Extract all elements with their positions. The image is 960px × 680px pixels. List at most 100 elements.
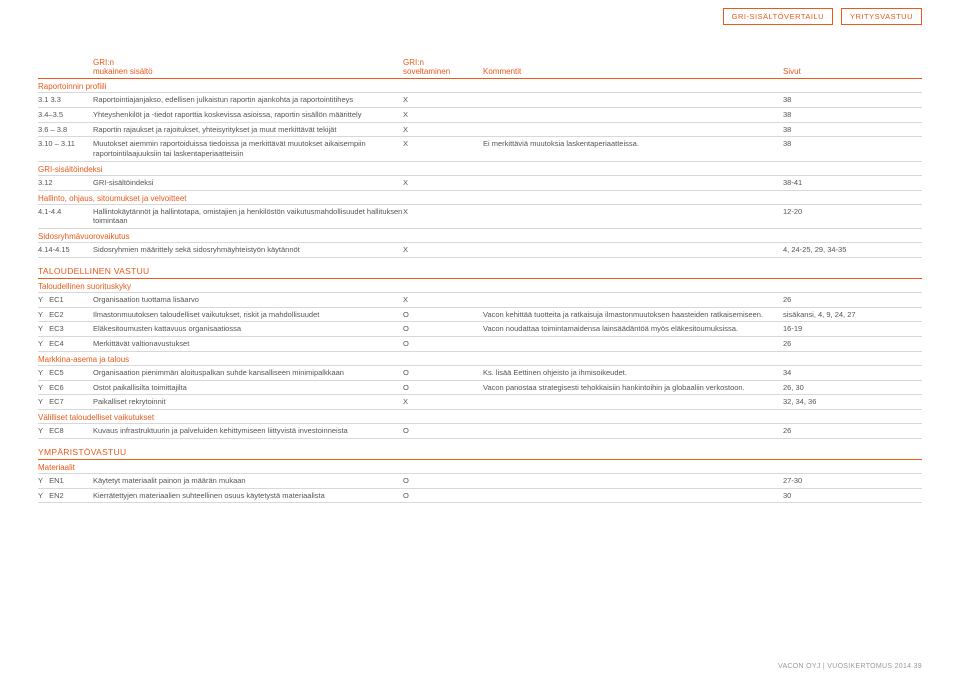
row-pg: 38 — [783, 139, 903, 159]
col1-l2: mukainen sisältö — [93, 67, 153, 76]
row-id: Y EN2 — [38, 491, 93, 501]
table-row: Y EC6 Ostot paikallisilta toimittajilta … — [38, 381, 922, 396]
col4: Kommentit — [483, 67, 521, 76]
row-pg: 16-19 — [783, 324, 903, 334]
section-valilliset: Välilliset taloudelliset vaikutukset — [38, 410, 922, 424]
section-hallinto: Hallinto, ohjaus, sitoumukset ja velvoit… — [38, 191, 922, 205]
row-text: Yhteyshenkilöt ja -tiedot raporttia kosk… — [93, 110, 403, 120]
row-pg: sisäkansi, 4, 9, 24, 27 — [783, 310, 903, 320]
row-text: GRI-sisältöindeksi — [93, 178, 403, 188]
section-markkina: Markkina-asema ja talous — [38, 352, 922, 366]
row-text: Raportin rajaukset ja rajoitukset, yhtei… — [93, 125, 403, 135]
row-pg: 12-20 — [783, 207, 903, 227]
table-row: Y EN2 Kierrätettyjen materiaalien suhtee… — [38, 489, 922, 504]
row-ap: O — [403, 426, 483, 436]
row-text: Organisaation pienimmän aloituspalkan su… — [93, 368, 403, 378]
row-id: 3.12 — [38, 178, 93, 188]
row-ap: O — [403, 310, 483, 320]
row-cm — [483, 207, 783, 227]
row-ap: X — [403, 139, 483, 159]
row-pg: 26, 30 — [783, 383, 903, 393]
row-ap: X — [403, 125, 483, 135]
table-row: 3.4–3.5 Yhteyshenkilöt ja -tiedot raport… — [38, 108, 922, 123]
row-pg: 34 — [783, 368, 903, 378]
page-footer: VACON OYJ | VUOSIKERTOMUS 2014 39 — [778, 663, 922, 670]
row-cm: Vacon panostaa strategisesti tehokkaisii… — [483, 383, 783, 393]
column-header: GRI:nmukainen sisältö GRI:nsoveltaminen … — [38, 58, 922, 79]
row-cm — [483, 245, 783, 255]
row-ap: X — [403, 245, 483, 255]
row-id: Y EC7 — [38, 397, 93, 407]
row-text: Muutokset aiemmin raportoiduissa tiedois… — [93, 139, 403, 159]
row-id: 3.10 – 3.11 — [38, 139, 93, 159]
row-text: Ilmastonmuutoksen taloudelliset vaikutuk… — [93, 310, 403, 320]
row-id: 4.14-4.15 — [38, 245, 93, 255]
section-sidosryhma: Sidosryhmävuorovaikutus — [38, 229, 922, 243]
row-ap: X — [403, 95, 483, 105]
row-text: Raportointiajanjakso, edellisen julkaist… — [93, 95, 403, 105]
row-ap: X — [403, 110, 483, 120]
row-cm — [483, 476, 783, 486]
row-ap: O — [403, 491, 483, 501]
row-ap: O — [403, 324, 483, 334]
row-ap: X — [403, 207, 483, 227]
row-cm: Vacon noudattaa toimintamaidensa lainsää… — [483, 324, 783, 334]
row-ap: O — [403, 339, 483, 349]
row-id: Y EC4 — [38, 339, 93, 349]
col3-l2: soveltaminen — [403, 67, 450, 76]
table-row: Y EC2 Ilmastonmuutoksen taloudelliset va… — [38, 308, 922, 323]
row-text: Hallintokäytännöt ja hallintotapa, omist… — [93, 207, 403, 227]
row-id: 4.1-4.4 — [38, 207, 93, 227]
row-id: Y EC3 — [38, 324, 93, 334]
row-pg: 32, 34, 36 — [783, 397, 903, 407]
row-cm — [483, 178, 783, 188]
col1-l1: GRI:n — [93, 58, 114, 67]
section-suorituskyky: Taloudellinen suorituskyky — [38, 279, 922, 293]
row-text: Kuvaus infrastruktuurin ja palveluiden k… — [93, 426, 403, 436]
table-row: 3.1 3.3 Raportointiajanjakso, edellisen … — [38, 93, 922, 108]
row-pg: 38 — [783, 110, 903, 120]
table-row: Y EC8 Kuvaus infrastruktuurin ja palvelu… — [38, 424, 922, 439]
table-row: Y EC7 Paikalliset rekrytoinnit X 32, 34,… — [38, 395, 922, 410]
table-row: 3.6 – 3.8 Raportin rajaukset ja rajoituk… — [38, 123, 922, 138]
row-pg: 26 — [783, 426, 903, 436]
col3-l1: GRI:n — [403, 58, 424, 67]
table-row: Y EC4 Merkittävät valtionavustukset O 26 — [38, 337, 922, 352]
row-ap: X — [403, 178, 483, 188]
row-id: Y EC5 — [38, 368, 93, 378]
row-ap: O — [403, 476, 483, 486]
section-raportoinnin: Raportoinnin profiili — [38, 79, 922, 93]
table-row: Y EC1 Organisaation tuottama lisäarvo X … — [38, 293, 922, 308]
table-row: Y EC3 Eläkesitoumusten kattavuus organis… — [38, 322, 922, 337]
row-text: Organisaation tuottama lisäarvo — [93, 295, 403, 305]
row-pg: 38 — [783, 95, 903, 105]
row-id: Y EN1 — [38, 476, 93, 486]
row-cm — [483, 110, 783, 120]
row-pg: 26 — [783, 339, 903, 349]
row-id: Y EC1 — [38, 295, 93, 305]
row-cm — [483, 426, 783, 436]
row-pg: 38 — [783, 125, 903, 135]
row-cm: Ks. lisää Eettinen ohjeisto ja ihmisoike… — [483, 368, 783, 378]
row-text: Kierrätettyjen materiaalien suhteellinen… — [93, 491, 403, 501]
col5: Sivut — [783, 67, 801, 76]
row-id: Y EC2 — [38, 310, 93, 320]
row-text: Merkittävät valtionavustukset — [93, 339, 403, 349]
heading-ymparisto: YMPÄRISTÖVASTUU — [38, 439, 922, 460]
row-cm — [483, 95, 783, 105]
table-row: 3.10 – 3.11 Muutokset aiemmin raportoidu… — [38, 137, 922, 162]
table-row: 4.14-4.15 Sidosryhmien määrittely sekä s… — [38, 243, 922, 258]
tag-yritysvastuu: YRITYSVASTUU — [841, 8, 922, 25]
row-id: 3.4–3.5 — [38, 110, 93, 120]
row-pg: 26 — [783, 295, 903, 305]
row-text: Paikalliset rekrytoinnit — [93, 397, 403, 407]
row-ap: X — [403, 397, 483, 407]
row-ap: X — [403, 295, 483, 305]
row-ap: O — [403, 383, 483, 393]
table-row: 4.1-4.4 Hallintokäytännöt ja hallintotap… — [38, 205, 922, 230]
row-text: Eläkesitoumusten kattavuus organisaatios… — [93, 324, 403, 334]
row-pg: 30 — [783, 491, 903, 501]
row-ap: O — [403, 368, 483, 378]
row-id: Y EC6 — [38, 383, 93, 393]
row-cm — [483, 125, 783, 135]
